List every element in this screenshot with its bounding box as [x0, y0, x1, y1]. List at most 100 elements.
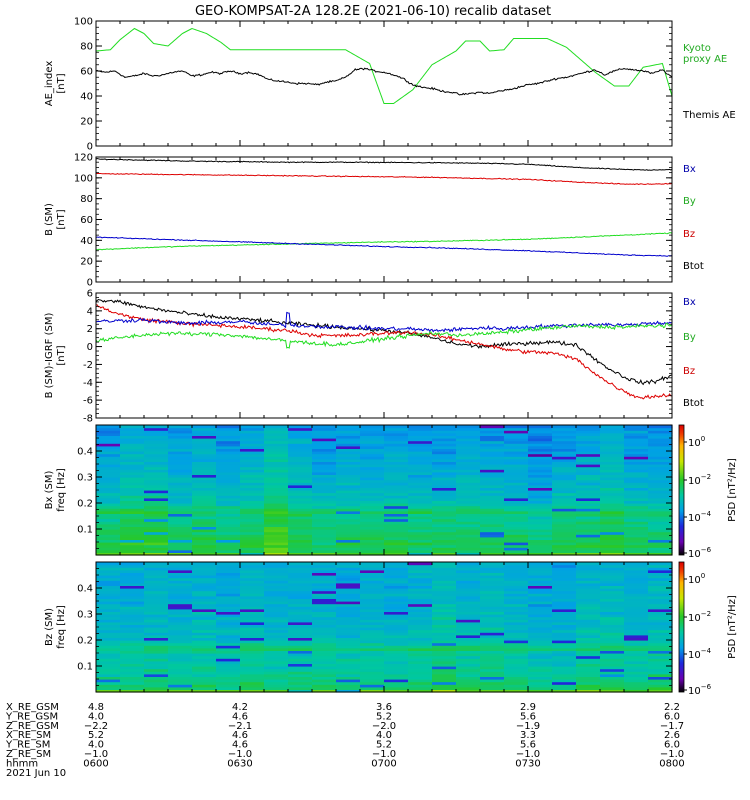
psd-cell — [192, 445, 217, 449]
psd-cell — [336, 585, 361, 589]
psd-cell — [192, 510, 217, 514]
psd-cell — [288, 456, 313, 460]
psd-cell — [360, 432, 385, 436]
psd-cell — [480, 590, 505, 594]
psd-cell — [552, 601, 577, 605]
psd-cell — [552, 492, 577, 496]
psd-cell — [432, 684, 457, 688]
psd-cell — [144, 616, 169, 620]
colorbar-tick-label: 10−4 — [688, 510, 712, 524]
psd-cell — [264, 686, 289, 690]
psd-cell — [144, 552, 169, 556]
psd-cell — [408, 456, 433, 460]
psd-cell — [288, 432, 313, 436]
psd-cell — [456, 681, 481, 685]
psd-cell — [264, 640, 289, 644]
psd-cell — [624, 458, 649, 462]
psd-cell — [600, 531, 625, 535]
psd-cell — [240, 562, 265, 566]
series-line-bx — [96, 311, 672, 333]
y-tick-label: -8 — [83, 414, 93, 425]
psd-cell — [192, 660, 217, 664]
psd-cell — [504, 479, 529, 483]
psd-cell — [360, 614, 385, 618]
psd-cell — [216, 461, 241, 465]
psd-cell — [240, 624, 265, 628]
psd-cell — [216, 531, 241, 535]
psd-cell — [120, 534, 145, 538]
psd-cell — [336, 479, 361, 483]
psd-cell — [336, 474, 361, 478]
psd-cell — [336, 637, 361, 641]
psd-cell — [384, 534, 409, 538]
psd-cell — [312, 453, 337, 457]
panel-spec_bz: 0.10.20.30.4Bz (SM) freq [Hz]10010−210−41… — [44, 561, 738, 697]
psd-cell — [528, 621, 553, 625]
psd-cell — [192, 590, 217, 594]
psd-cell — [96, 585, 121, 589]
psd-cell — [288, 632, 313, 636]
psd-cell — [240, 430, 265, 434]
psd-cell — [456, 503, 481, 507]
ephemeris-value: 0700 — [371, 758, 396, 769]
psd-cell — [240, 469, 265, 473]
psd-cell — [600, 645, 625, 649]
psd-cell — [648, 606, 673, 610]
psd-cell — [408, 679, 433, 683]
psd-cell — [336, 534, 361, 538]
psd-cell — [144, 544, 169, 548]
psd-cell — [216, 497, 241, 501]
psd-cell — [480, 544, 505, 548]
psd-cell — [96, 598, 121, 602]
psd-cell — [408, 549, 433, 553]
psd-cell — [120, 518, 145, 522]
psd-cell — [288, 497, 313, 501]
psd-cell — [336, 487, 361, 491]
psd-cell — [264, 547, 289, 551]
psd-cell — [624, 632, 649, 636]
psd-cell — [504, 588, 529, 592]
psd-cell — [600, 598, 625, 602]
psd-cell — [504, 650, 529, 654]
psd-cell — [648, 484, 673, 488]
psd-cell — [96, 679, 121, 683]
psd-cell — [456, 487, 481, 491]
psd-cell — [288, 601, 313, 605]
psd-cell — [480, 642, 505, 646]
psd-cell — [624, 663, 649, 667]
psd-cell — [360, 469, 385, 473]
psd-cell — [576, 611, 601, 615]
psd-cell — [624, 642, 649, 646]
psd-cell — [312, 564, 337, 568]
ephemeris-value: −1.0 — [516, 749, 540, 760]
psd-cell — [384, 544, 409, 548]
psd-cell — [312, 529, 337, 533]
psd-cell — [480, 443, 505, 447]
psd-cell — [528, 510, 553, 514]
psd-cell — [384, 448, 409, 452]
psd-cell — [288, 513, 313, 517]
ephemeris-value: 4.8 — [88, 702, 104, 713]
psd-cell — [528, 629, 553, 633]
psd-cell — [648, 567, 673, 571]
psd-cell — [648, 601, 673, 605]
psd-cell — [168, 679, 193, 683]
psd-cell — [576, 482, 601, 486]
psd-cell — [576, 425, 601, 429]
psd-cell — [120, 469, 145, 473]
psd-cell — [528, 564, 553, 568]
psd-cell — [432, 627, 457, 631]
psd-cell — [96, 430, 121, 434]
psd-cell — [336, 445, 361, 449]
psd-cell — [600, 435, 625, 439]
psd-cell — [312, 549, 337, 553]
psd-cell — [144, 531, 169, 535]
psd-cell — [216, 466, 241, 470]
psd-cell — [216, 598, 241, 602]
psd-cell — [360, 542, 385, 546]
psd-cell — [528, 518, 553, 522]
psd-cell — [168, 660, 193, 664]
psd-cell — [648, 564, 673, 568]
psd-cell — [576, 474, 601, 478]
psd-cell — [120, 647, 145, 651]
